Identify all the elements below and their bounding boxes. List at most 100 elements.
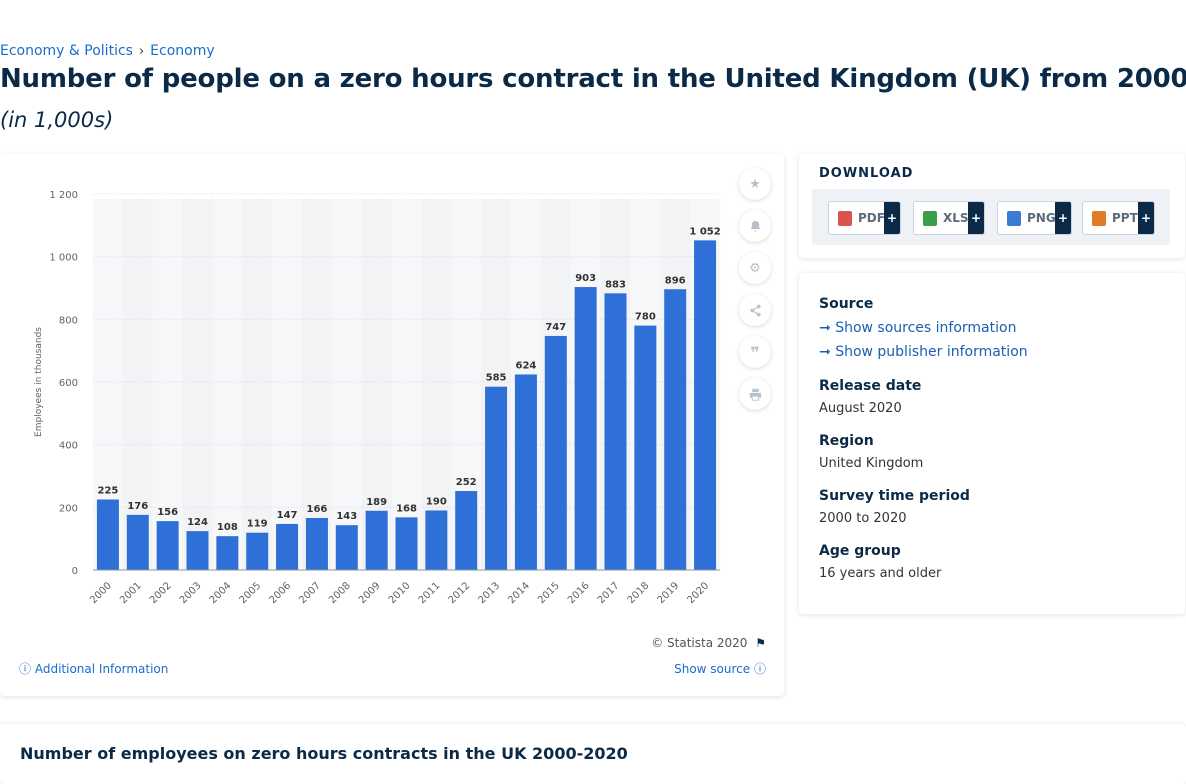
download-xls-button[interactable]: XLS + bbox=[913, 201, 985, 235]
x-tick-label: 2005 bbox=[238, 580, 264, 606]
x-tick-label: 2007 bbox=[297, 580, 323, 606]
age-group-label: Age group bbox=[819, 543, 901, 559]
related-chart-title[interactable]: Number of employees on zero hours contra… bbox=[20, 744, 628, 763]
column-background bbox=[152, 199, 183, 570]
data-label-2016: 903 bbox=[575, 273, 596, 284]
star-icon[interactable]: ★ bbox=[739, 168, 771, 200]
data-label-2015: 747 bbox=[545, 322, 566, 333]
x-tick-label: 2012 bbox=[447, 580, 473, 606]
survey-period-value: 2000 to 2020 bbox=[819, 511, 907, 526]
png-plus[interactable]: + bbox=[1055, 202, 1071, 234]
x-tick-label: 2009 bbox=[357, 580, 383, 606]
breadcrumb-economy[interactable]: Economy bbox=[150, 43, 215, 59]
additional-info-link[interactable]: ⓘ Additional Information bbox=[19, 660, 168, 677]
y-axis-label: Employees in thousands bbox=[34, 327, 44, 437]
bar-2010 bbox=[395, 517, 418, 570]
y-tick-label: 800 bbox=[59, 315, 78, 326]
bar-2014 bbox=[514, 374, 537, 570]
quote-icon[interactable]: ❞ bbox=[739, 336, 771, 368]
data-label-2000: 225 bbox=[97, 486, 118, 497]
ppt-plus[interactable]: + bbox=[1138, 202, 1154, 234]
x-tick-label: 2006 bbox=[267, 580, 293, 606]
gear-icon[interactable]: ⚙ bbox=[739, 252, 771, 284]
data-label-2006: 147 bbox=[277, 510, 298, 521]
release-date-value: August 2020 bbox=[819, 401, 902, 416]
x-tick-label: 2010 bbox=[387, 580, 413, 606]
x-tick-label: 2008 bbox=[327, 580, 353, 606]
xls-plus[interactable]: + bbox=[968, 202, 984, 234]
y-tick-label: 1 000 bbox=[49, 253, 78, 264]
x-tick-label: 2013 bbox=[476, 580, 502, 606]
breadcrumb-economy-politics[interactable]: Economy & Politics bbox=[0, 43, 133, 59]
breadcrumb: Economy & Politics › Economy bbox=[0, 43, 215, 59]
y-tick-label: 400 bbox=[59, 441, 78, 452]
page-subtitle: (in 1,000s) bbox=[0, 108, 114, 132]
bar-2019 bbox=[664, 289, 687, 570]
xls-label: XLS bbox=[943, 211, 969, 225]
download-ppt-button[interactable]: PPT + bbox=[1082, 201, 1155, 235]
column-background bbox=[182, 199, 213, 570]
download-pdf-button[interactable]: PDF + bbox=[828, 201, 901, 235]
data-label-2005: 119 bbox=[247, 519, 268, 530]
chart-card: 0 200 400 600 800 1 000 1 200 Employees in thou… bbox=[0, 154, 784, 696]
x-tick-label: 2015 bbox=[536, 580, 562, 606]
data-label-2009: 189 bbox=[366, 497, 387, 508]
bar-2002 bbox=[156, 521, 179, 570]
bell-icon[interactable] bbox=[739, 210, 771, 242]
column-background bbox=[301, 199, 332, 570]
pdf-plus[interactable]: + bbox=[884, 202, 900, 234]
pdf-label: PDF bbox=[858, 211, 885, 225]
data-label-2001: 176 bbox=[127, 501, 148, 512]
column-background bbox=[331, 199, 362, 570]
show-sources-label: Show sources information bbox=[835, 320, 1017, 336]
data-label-2004: 108 bbox=[217, 522, 238, 533]
show-sources-link[interactable]: ➞ Show sources information bbox=[819, 320, 1016, 336]
x-tick-label: 2000 bbox=[88, 580, 114, 606]
download-png-button[interactable]: PNG + bbox=[997, 201, 1072, 235]
data-label-2012: 252 bbox=[456, 477, 477, 488]
info-icon: ⓘ bbox=[753, 662, 766, 676]
x-tick-label: 2011 bbox=[417, 580, 443, 606]
bar-chart: 0 200 400 600 800 1 000 1 200 Employees in thou… bbox=[34, 190, 721, 606]
download-card: DOWNLOAD PDF + XLS + PNG + PPT + bbox=[799, 154, 1185, 258]
survey-period-label: Survey time period bbox=[819, 488, 970, 504]
additional-info-label: Additional Information bbox=[34, 662, 169, 676]
x-tick-label: 2003 bbox=[178, 580, 204, 606]
data-label-2002: 156 bbox=[157, 507, 178, 518]
ppt-label: PPT bbox=[1112, 211, 1138, 225]
x-tick-label: 2001 bbox=[118, 580, 144, 606]
show-source-label: Show source bbox=[674, 662, 751, 676]
page-title: Number of people on a zero hours contrac… bbox=[0, 64, 1186, 94]
x-tick-label: 2017 bbox=[596, 580, 622, 606]
bar-2020 bbox=[694, 240, 717, 570]
data-label-2014: 624 bbox=[515, 360, 536, 371]
show-source-link[interactable]: Show source ⓘ bbox=[674, 660, 766, 677]
column-background bbox=[122, 199, 153, 570]
arrow-right-icon: ➞ bbox=[819, 320, 831, 336]
png-label: PNG bbox=[1027, 211, 1056, 225]
bar-2012 bbox=[455, 491, 478, 570]
show-publisher-link[interactable]: ➞ Show publisher information bbox=[819, 344, 1028, 360]
bar-2004 bbox=[216, 536, 239, 570]
print-icon[interactable] bbox=[739, 378, 771, 410]
column-background bbox=[272, 199, 303, 570]
column-background bbox=[212, 199, 243, 570]
share-icon[interactable] bbox=[739, 294, 771, 326]
y-tick-label: 200 bbox=[59, 503, 78, 514]
source-label: Source bbox=[819, 296, 874, 312]
data-label-2007: 166 bbox=[306, 504, 327, 515]
related-chart-card: Number of employees on zero hours contra… bbox=[0, 724, 1186, 784]
x-tick-label: 2018 bbox=[626, 580, 652, 606]
x-tick-label: 2016 bbox=[566, 580, 592, 606]
flag-icon[interactable]: ⚑ bbox=[755, 636, 766, 650]
info-icon: ⓘ bbox=[19, 662, 32, 676]
region-value: United Kingdom bbox=[819, 456, 924, 471]
breadcrumb-separator: › bbox=[138, 43, 145, 59]
ppt-file-icon bbox=[1092, 210, 1106, 226]
data-label-2020: 1 052 bbox=[689, 226, 720, 237]
column-background bbox=[361, 199, 392, 570]
bar-2006 bbox=[276, 523, 299, 570]
bar-2017 bbox=[604, 293, 627, 570]
bar-2013 bbox=[485, 386, 508, 570]
x-tick-label: 2004 bbox=[208, 580, 234, 606]
